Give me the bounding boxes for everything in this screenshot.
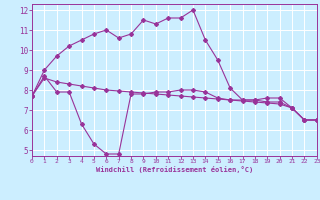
X-axis label: Windchill (Refroidissement éolien,°C): Windchill (Refroidissement éolien,°C) bbox=[96, 166, 253, 173]
